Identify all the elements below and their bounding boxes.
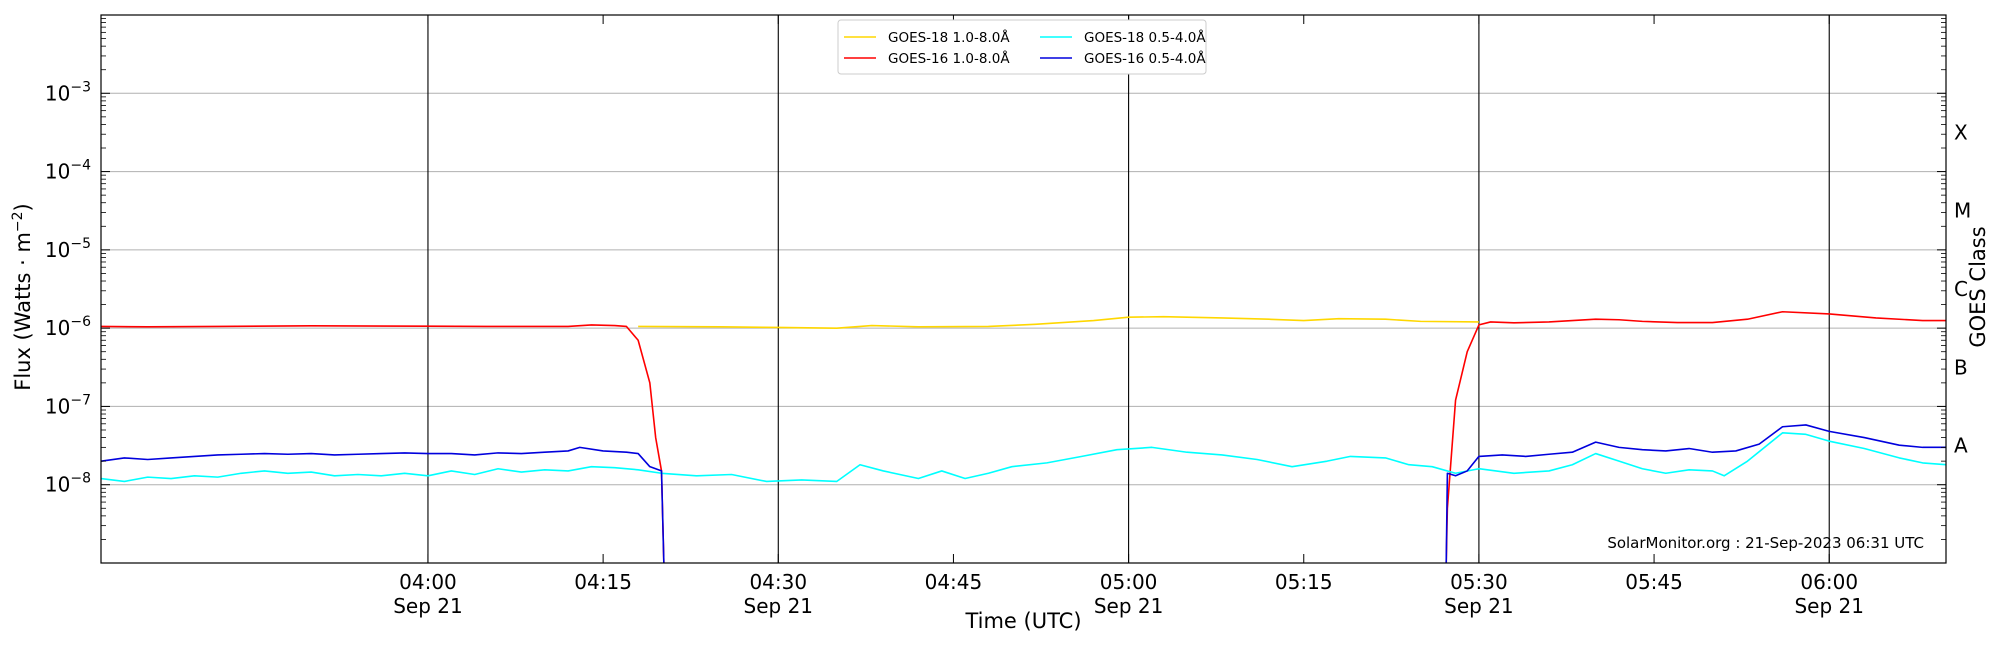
- y-tick-exponent: −6: [70, 314, 91, 330]
- credit-text: SolarMonitor.org : 21-Sep-2023 06:31 UTC: [1607, 534, 1924, 552]
- y-tick-exponent: −4: [70, 158, 91, 174]
- y-axis-title-main: Flux (Watts · m: [11, 232, 35, 391]
- goes-class-label: X: [1954, 120, 1968, 144]
- grid-layer: [101, 92, 1946, 486]
- x-tick-label: 05:15: [1275, 570, 1333, 594]
- x-tick-label: 06:00: [1800, 570, 1858, 594]
- y-axis-title: Flux (Watts · m−2): [10, 203, 35, 391]
- y-tick-label: 10−6: [45, 314, 91, 340]
- x-tick-date-label: Sep 21: [1444, 594, 1514, 618]
- y-tick-base: 10: [45, 473, 70, 497]
- x-tick-date-label: Sep 21: [1794, 594, 1864, 618]
- y-tick-base: 10: [45, 316, 70, 340]
- x-tick-label: 04:45: [925, 570, 983, 594]
- legend-box: [837, 19, 1207, 75]
- x-axis-title: Time (UTC): [964, 609, 1081, 633]
- series-layer: [100, 310, 1947, 564]
- goes-class-label: B: [1954, 355, 1968, 379]
- series-line: [100, 324, 665, 564]
- y-tick-labels: 10−810−710−610−510−410−3: [45, 79, 91, 496]
- y-tick-label: 10−3: [45, 79, 91, 105]
- goes-class-label: M: [1954, 199, 1971, 223]
- goes-class-label: C: [1954, 277, 1968, 301]
- series-line: [100, 432, 1947, 483]
- series-line: [100, 446, 665, 564]
- x-tick-date-label: Sep 21: [744, 594, 814, 618]
- y-tick-label: 10−4: [45, 158, 91, 184]
- goes-class-label: A: [1954, 434, 1968, 458]
- y-tick-base: 10: [45, 238, 70, 262]
- x-tick-date-label: Sep 21: [1094, 594, 1164, 618]
- legend-label: GOES-18 0.5-4.0Å: [1084, 29, 1206, 46]
- y-tick-exponent: −5: [70, 236, 91, 252]
- y-tick-exponent: −3: [70, 79, 91, 95]
- series-line: [1445, 424, 1946, 564]
- goes-class-labels: A B C M X: [1954, 120, 1971, 457]
- x-tick-label: 05:45: [1625, 570, 1683, 594]
- x-tick-date-label: Sep 21: [393, 594, 463, 618]
- series-line: [638, 315, 1479, 329]
- plot-frame: [100, 14, 1947, 564]
- y-tick-base: 10: [45, 394, 70, 418]
- y-tick-label: 10−8: [45, 471, 91, 497]
- legend: GOES-18 1.0-8.0Å GOES-16 1.0-8.0Å GOES-18 …: [837, 19, 1207, 75]
- y-tick-exponent: −7: [70, 392, 91, 408]
- x-tick-label: 04:00: [399, 570, 457, 594]
- series-line: [1445, 310, 1946, 564]
- tick-layer: [101, 15, 1946, 563]
- y-tick-base: 10: [45, 81, 70, 105]
- y-tick-label: 10−5: [45, 236, 91, 262]
- y-axis-title-close: ): [11, 203, 35, 211]
- legend-label: GOES-18 1.0-8.0Å: [888, 29, 1010, 46]
- y-tick-base: 10: [45, 160, 70, 184]
- x-tick-label: 04:15: [574, 570, 632, 594]
- goes-class-axis-title: GOES Class: [1966, 226, 1990, 347]
- major-time-lines: [427, 15, 1830, 563]
- y-tick-exponent: −8: [70, 471, 91, 487]
- x-tick-label: 05:00: [1100, 570, 1158, 594]
- y-axis-title-sup: −2: [10, 211, 26, 232]
- legend-label: GOES-16 0.5-4.0Å: [1084, 50, 1206, 67]
- x-tick-label: 05:30: [1450, 570, 1508, 594]
- y-tick-label: 10−7: [45, 392, 91, 418]
- legend-label: GOES-16 1.0-8.0Å: [888, 50, 1010, 67]
- x-tick-label: 04:30: [749, 570, 807, 594]
